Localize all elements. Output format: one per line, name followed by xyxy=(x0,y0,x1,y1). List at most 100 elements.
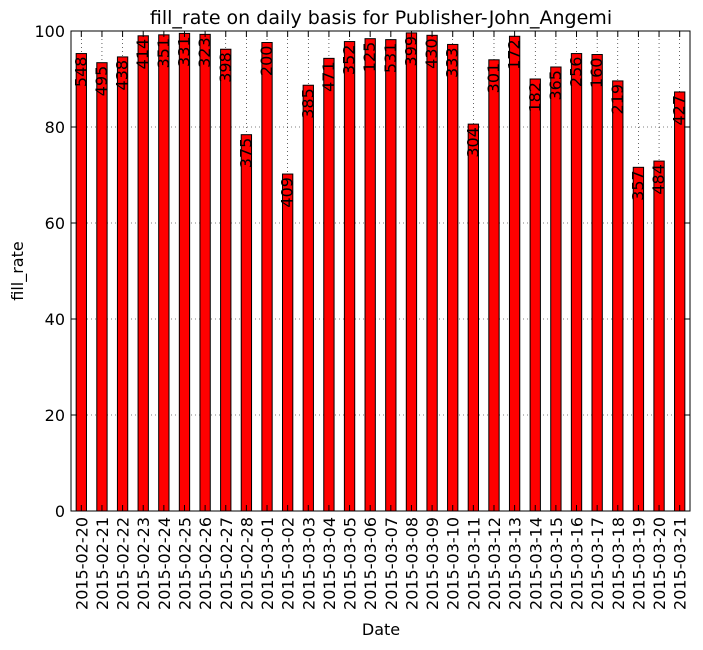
data-label: 438 xyxy=(113,60,132,91)
x-tick-label: 2015-03-07 xyxy=(382,517,401,610)
data-label: 471 xyxy=(319,61,338,92)
bars xyxy=(75,32,686,512)
x-tick-label: 2015-03-02 xyxy=(279,517,298,610)
bar xyxy=(405,32,418,512)
x-tick-label: 2015-03-19 xyxy=(629,517,648,610)
data-label: 414 xyxy=(133,39,152,70)
y-tick-label: 80 xyxy=(45,118,65,137)
bar xyxy=(220,48,232,512)
x-tick-label: 2015-02-28 xyxy=(237,517,256,610)
data-label: 172 xyxy=(505,39,524,70)
x-tick-label: 2015-03-20 xyxy=(650,517,669,610)
bar xyxy=(385,39,397,512)
x-tick-label: 2015-02-23 xyxy=(134,517,153,610)
y-tick-label: 60 xyxy=(45,214,65,233)
data-label: 182 xyxy=(525,82,544,113)
bar xyxy=(632,166,645,512)
x-tick-label: 2015-02-24 xyxy=(155,517,174,610)
data-label: 200 xyxy=(257,46,276,77)
y-tick-label: 100 xyxy=(34,22,65,41)
bar xyxy=(447,43,459,512)
bar xyxy=(158,34,170,512)
data-label: 301 xyxy=(484,63,503,94)
data-label: 409 xyxy=(278,177,297,208)
bar xyxy=(467,123,480,512)
data-label: 323 xyxy=(195,37,214,68)
x-tick-label: 2015-03-11 xyxy=(464,517,483,610)
bar xyxy=(612,80,624,512)
x-tick-label: 2015-02-22 xyxy=(114,517,133,610)
bar xyxy=(488,59,500,512)
x-tick-label: 2015-03-01 xyxy=(258,517,277,610)
data-label: 427 xyxy=(670,95,689,126)
y-tick-label: 0 xyxy=(55,502,65,521)
x-tick-label: 2015-02-21 xyxy=(93,517,112,610)
y-tick-label: 40 xyxy=(45,310,65,329)
x-tick-label: 2015-03-04 xyxy=(320,517,339,610)
bar xyxy=(75,53,87,512)
data-label: 357 xyxy=(628,170,647,201)
x-tick-label: 2015-02-25 xyxy=(175,517,194,610)
bar xyxy=(550,66,562,512)
data-label: 125 xyxy=(360,42,379,73)
bar xyxy=(570,53,583,512)
x-tick-label: 2015-03-13 xyxy=(506,517,525,610)
bar xyxy=(240,134,253,512)
x-tick-label: 2015-03-17 xyxy=(588,517,607,610)
bar xyxy=(261,42,273,512)
bar xyxy=(364,38,376,512)
bar xyxy=(653,160,665,512)
x-tick-label: 2015-03-12 xyxy=(485,517,504,610)
x-tick-label: 2015-03-09 xyxy=(423,517,442,610)
bar xyxy=(529,78,541,512)
data-label: 333 xyxy=(443,47,462,78)
bar xyxy=(508,35,521,512)
bar xyxy=(674,91,686,512)
x-tick-label: 2015-03-03 xyxy=(299,517,318,610)
bar xyxy=(323,57,335,512)
bar xyxy=(281,173,294,512)
x-tick-label: 2015-03-10 xyxy=(444,517,463,610)
x-tick-label: 2015-02-20 xyxy=(72,517,91,610)
data-label: 365 xyxy=(546,70,565,101)
data-label: 430 xyxy=(422,38,441,69)
bar xyxy=(199,33,211,512)
x-tick-label: 2015-02-26 xyxy=(196,517,215,610)
bar xyxy=(426,34,438,512)
bar xyxy=(343,41,356,512)
data-label: 495 xyxy=(92,66,111,97)
data-label: 375 xyxy=(236,138,255,169)
bar xyxy=(96,62,108,512)
x-tick-label: 2015-03-14 xyxy=(526,517,545,610)
data-label: 399 xyxy=(401,36,420,67)
data-label: 304 xyxy=(463,127,482,158)
data-label: 484 xyxy=(649,164,668,195)
data-label: 160 xyxy=(587,58,606,89)
data-label: 331 xyxy=(174,36,193,67)
x-axis-label: Date xyxy=(362,620,400,639)
y-axis-label: fill_rate xyxy=(8,241,28,300)
x-axis: 2015-02-20 2015-02-21 2015-02-22 2015-02-23… xyxy=(72,31,690,610)
data-label: 531 xyxy=(381,43,400,74)
x-tick-label: 2015-03-05 xyxy=(341,517,360,610)
chart-title: fill_rate on daily basis for Publisher-J… xyxy=(150,7,612,29)
bar xyxy=(591,54,603,512)
x-tick-label: 2015-02-27 xyxy=(217,517,236,610)
x-tick-label: 2015-03-21 xyxy=(671,517,690,610)
bar xyxy=(137,35,149,512)
x-tick-label: 2015-03-18 xyxy=(609,517,628,610)
x-tick-label: 2015-03-16 xyxy=(568,517,587,610)
data-label: 219 xyxy=(608,84,627,115)
x-tick-label: 2015-03-08 xyxy=(402,517,421,610)
x-tick-label: 2015-03-06 xyxy=(361,517,380,610)
data-label: 352 xyxy=(340,45,359,76)
x-tick-label: 2015-03-15 xyxy=(547,517,566,610)
bar xyxy=(178,32,191,512)
bar xyxy=(116,56,129,512)
y-axis: 0 20 40 60 80 100 xyxy=(34,22,690,521)
plot-frame xyxy=(70,30,691,512)
y-tick-label: 20 xyxy=(45,406,65,425)
